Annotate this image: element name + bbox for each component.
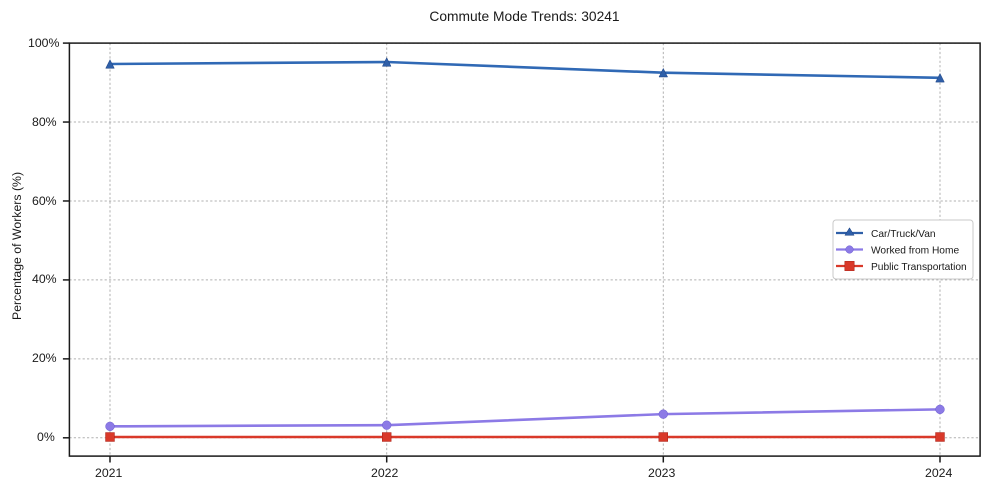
svg-text:Public Transportation: Public Transportation [871, 262, 967, 273]
svg-text:Worked from Home: Worked from Home [871, 246, 959, 257]
svg-text:Car/Truck/Van: Car/Truck/Van [871, 229, 936, 240]
